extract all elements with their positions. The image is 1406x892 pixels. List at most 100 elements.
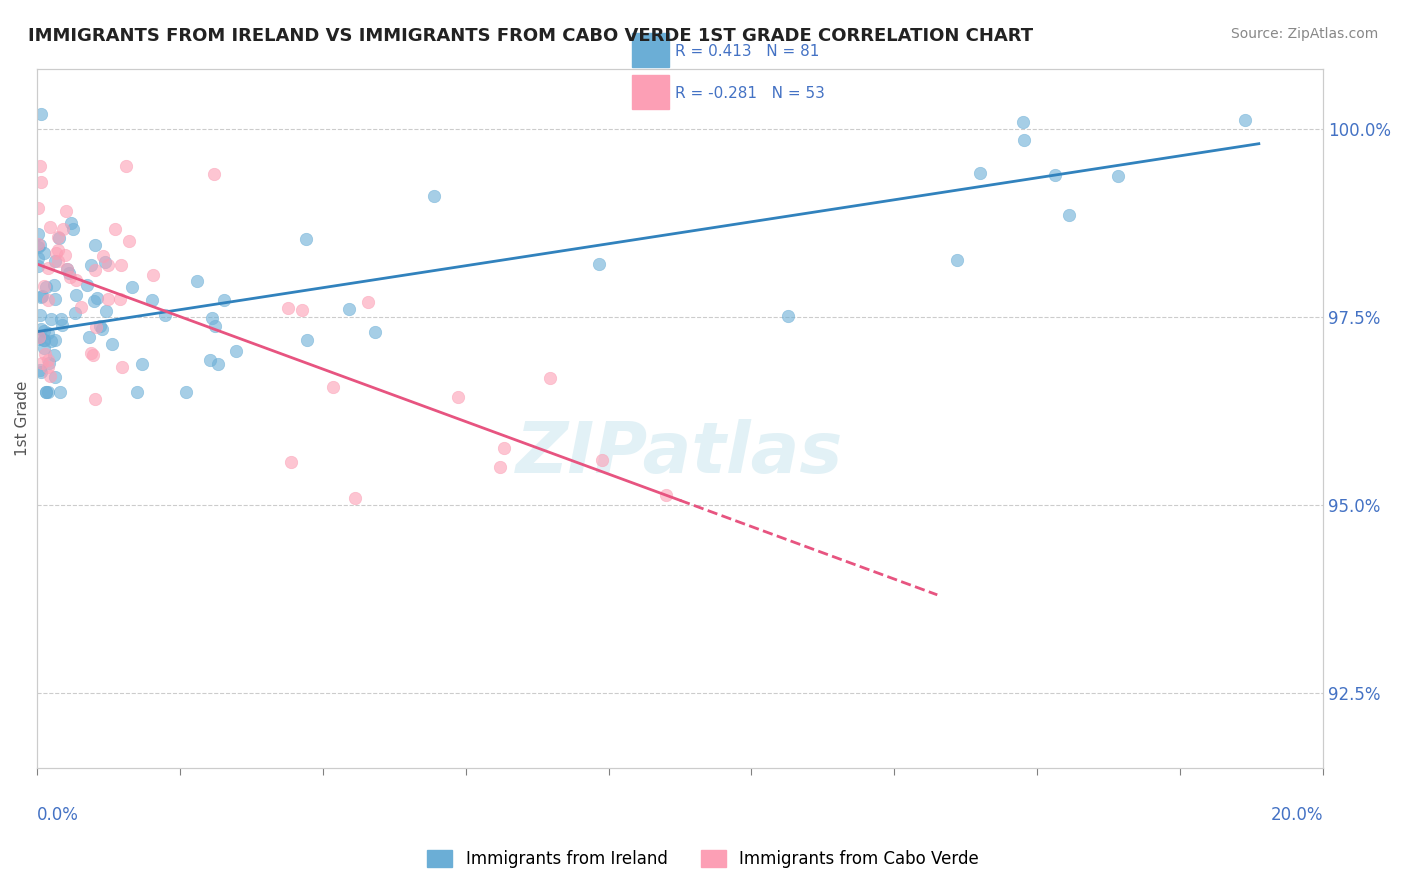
Point [52, 221, 75, 235]
Point [111, 360, 134, 375]
Point [84, 263, 107, 277]
Point [423, 188, 446, 202]
Point [141, 268, 163, 282]
Point [591, 453, 613, 467]
Point [212, 293, 235, 308]
Point [37, 293, 59, 307]
Point [131, 357, 153, 371]
Point [59, 270, 82, 285]
Point [65, 273, 87, 287]
Point [946, 253, 969, 268]
Point [82, 348, 104, 362]
Point [97, 292, 120, 306]
Point [37, 326, 59, 340]
Point [322, 380, 344, 394]
Point [32, 325, 55, 339]
Point [655, 488, 678, 502]
Point [28, 332, 51, 346]
Point [30, 363, 52, 377]
Point [127, 384, 149, 399]
Point [35, 384, 58, 399]
Text: ZIPatlas: ZIPatlas [516, 418, 844, 488]
Point [492, 442, 515, 456]
Point [204, 319, 226, 334]
Point [32, 279, 55, 293]
Point [44, 293, 66, 307]
Point [27, 227, 49, 241]
Bar [631, 75, 669, 109]
Point [91, 322, 114, 336]
Point [93, 249, 115, 263]
Point [207, 357, 229, 371]
Point [38, 219, 60, 234]
Point [280, 455, 302, 469]
Point [1045, 168, 1067, 182]
Point [27, 201, 49, 215]
Point [1057, 209, 1080, 223]
Point [343, 491, 366, 506]
Point [84, 319, 107, 334]
Point [1234, 113, 1257, 128]
Point [202, 167, 225, 181]
Point [277, 301, 299, 316]
Text: R = -0.281   N = 53: R = -0.281 N = 53 [675, 87, 825, 101]
Point [28, 308, 51, 322]
Point [44, 253, 66, 268]
Point [1014, 133, 1036, 147]
Point [48, 231, 70, 245]
Point [27, 260, 49, 274]
Point [337, 302, 360, 317]
Text: IMMIGRANTS FROM IRELAND VS IMMIGRANTS FROM CABO VERDE 1ST GRADE CORRELATION CHAR: IMMIGRANTS FROM IRELAND VS IMMIGRANTS FR… [28, 27, 1033, 45]
Point [38, 356, 60, 370]
Point [31, 356, 53, 370]
Point [46, 244, 69, 258]
Point [89, 319, 111, 334]
Point [104, 221, 127, 235]
Y-axis label: 1st Grade: 1st Grade [15, 381, 30, 456]
Point [121, 280, 143, 294]
Point [32, 333, 55, 347]
Point [108, 292, 131, 306]
Point [176, 384, 198, 399]
Point [55, 262, 77, 277]
Point [30, 290, 52, 304]
Point [117, 234, 139, 248]
Point [93, 255, 115, 269]
Point [186, 274, 208, 288]
Point [588, 256, 610, 270]
Point [30, 322, 52, 336]
Point [39, 369, 62, 384]
Point [447, 390, 470, 404]
Point [27, 240, 49, 254]
Point [37, 359, 59, 374]
Point [49, 384, 72, 399]
Point [53, 247, 76, 261]
Point [32, 333, 55, 347]
Point [1107, 169, 1129, 184]
Point [115, 159, 138, 173]
Point [101, 337, 124, 351]
Point [45, 245, 67, 260]
Point [31, 289, 53, 303]
Point [39, 312, 62, 326]
Point [198, 353, 221, 368]
Point [969, 166, 991, 180]
Text: R = 0.413   N = 81: R = 0.413 N = 81 [675, 45, 820, 59]
Point [153, 308, 176, 322]
Point [295, 232, 318, 246]
Point [364, 325, 387, 339]
Point [60, 217, 83, 231]
Point [110, 258, 132, 272]
Point [30, 365, 52, 379]
Point [32, 246, 55, 260]
Point [488, 459, 510, 474]
Point [69, 300, 91, 314]
Point [39, 334, 62, 348]
Point [96, 258, 118, 272]
Point [63, 306, 86, 320]
Legend: Immigrants from Ireland, Immigrants from Cabo Verde: Immigrants from Ireland, Immigrants from… [420, 843, 986, 875]
Bar [631, 33, 669, 67]
Point [778, 309, 800, 323]
Point [357, 295, 380, 310]
Text: 0.0%: 0.0% [37, 806, 79, 824]
